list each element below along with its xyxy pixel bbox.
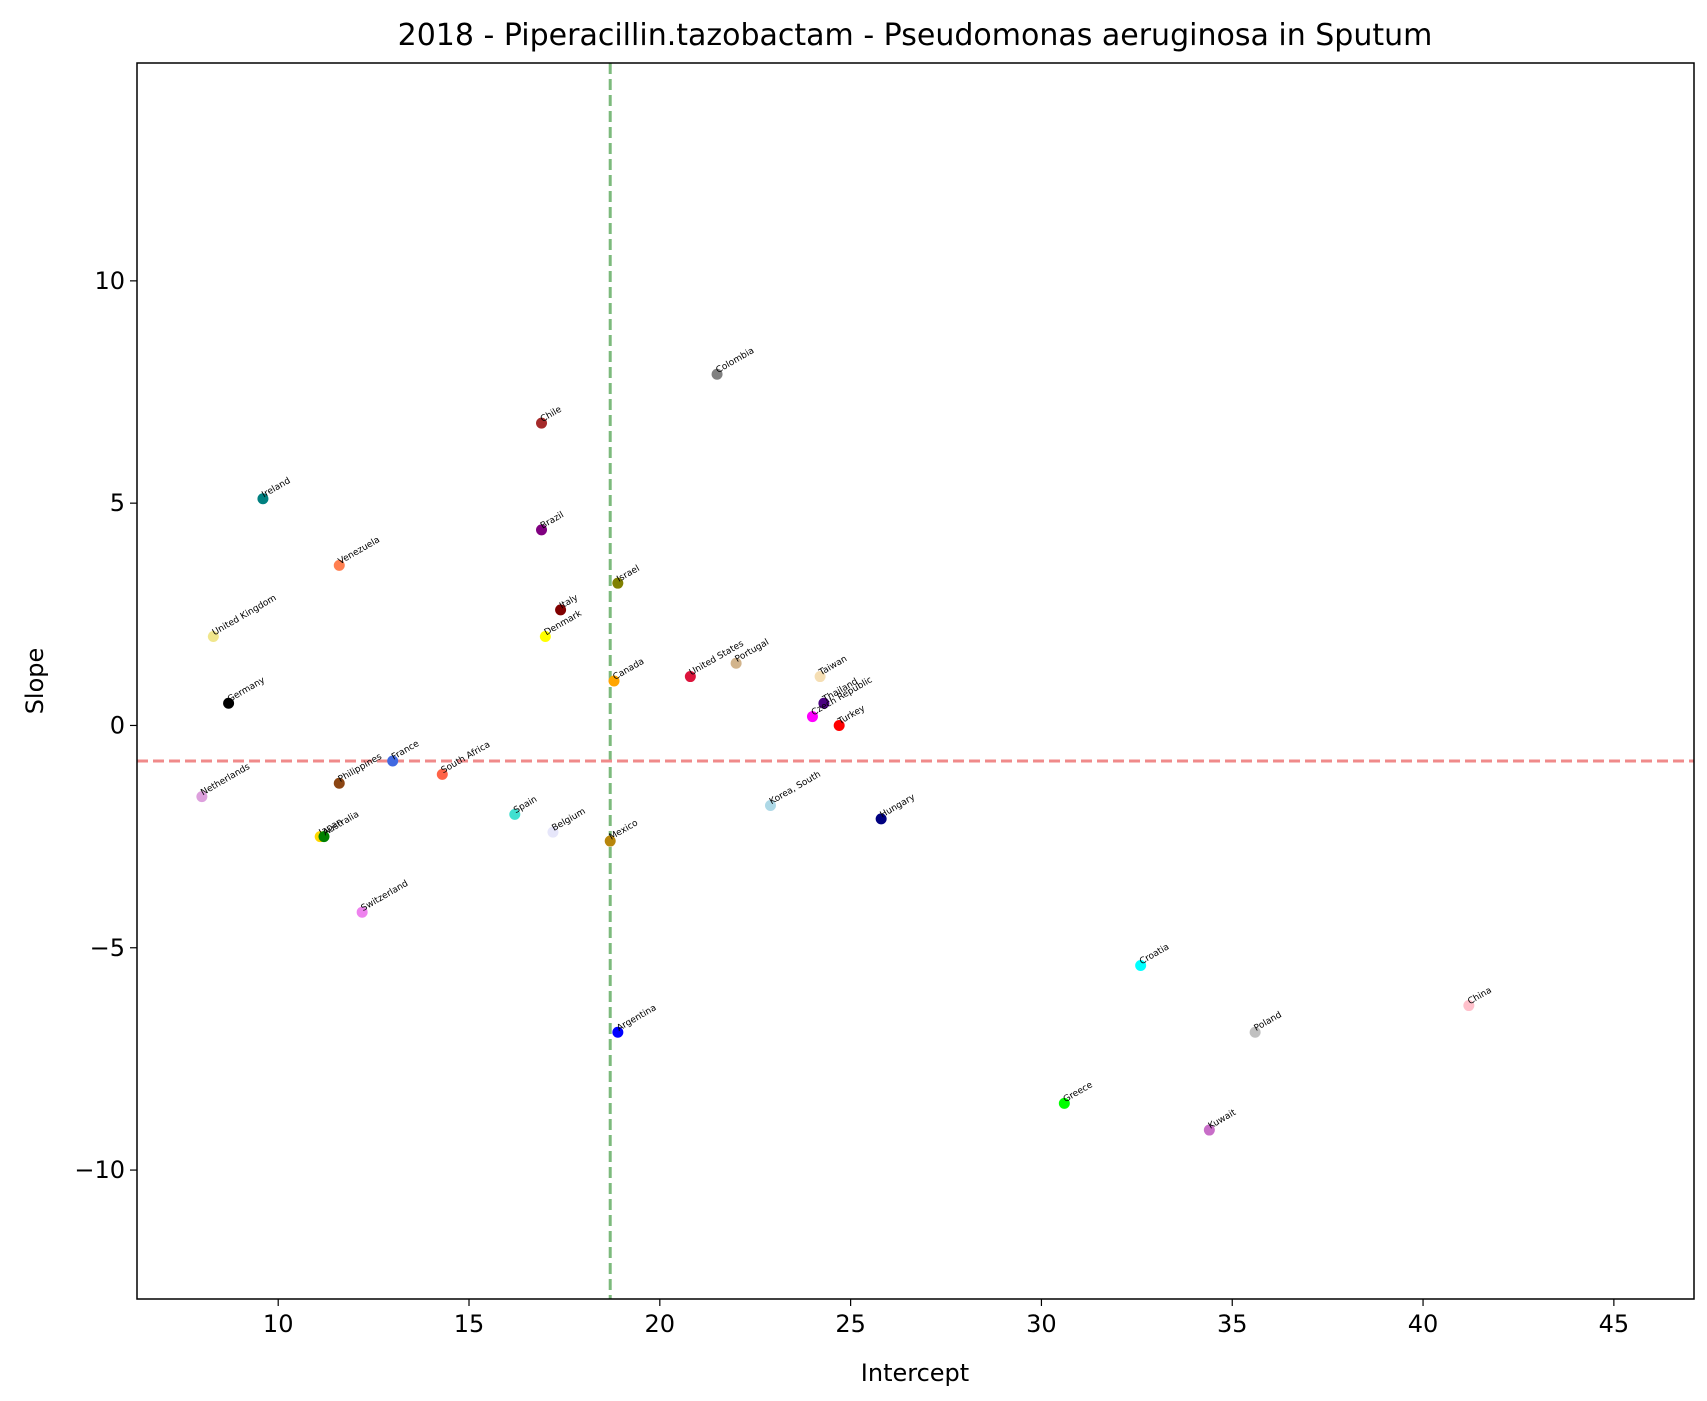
point-label: Brazil — [539, 510, 566, 531]
data-point — [509, 808, 521, 820]
data-point — [806, 711, 818, 723]
data-point — [1463, 1000, 1475, 1012]
y-tick-label: 10 — [94, 267, 125, 295]
point-label: Switzerland — [360, 879, 410, 914]
data-point — [555, 604, 567, 616]
chart-title: 2018 - Piperacillin.tazobactam - Pseudom… — [398, 18, 1433, 53]
x-tick-label: 20 — [645, 1310, 676, 1338]
data-point — [1135, 960, 1147, 972]
x-tick-label: 10 — [263, 1310, 294, 1338]
y-tick-label: 0 — [110, 711, 125, 739]
y-tick-label: 5 — [110, 489, 125, 517]
y-tick-label: −5 — [90, 934, 125, 962]
reference-lines — [137, 63, 1694, 1299]
x-tick-label: 35 — [1217, 1310, 1248, 1338]
point-label: Turkey — [836, 703, 868, 727]
data-point — [387, 755, 399, 767]
data-points: Colombia Chile Ireland Brazil Venezuela Israe… — [196, 346, 1494, 1136]
axis-ticks: 10 15 20 25 30 35 40 45 10 5 0 −5 −10 — [74, 267, 1629, 1338]
point-label: Chile — [539, 405, 564, 425]
data-point — [223, 697, 235, 709]
point-label: Germany — [226, 675, 267, 705]
x-axis-label: Intercept — [861, 1359, 969, 1387]
data-point — [539, 631, 551, 643]
data-point — [318, 831, 330, 843]
point-label: Hungary — [879, 792, 918, 820]
data-point — [1203, 1124, 1215, 1136]
point-label: Greece — [1062, 1080, 1095, 1105]
point-label: Netherlands — [199, 762, 252, 798]
data-point — [333, 777, 345, 789]
point-label: Colombia — [715, 346, 757, 376]
point-label: Taiwan — [817, 654, 849, 678]
point-label: Mexico — [608, 818, 641, 843]
data-point — [818, 697, 830, 709]
data-point — [536, 524, 548, 536]
data-point — [608, 675, 620, 687]
point-label: Venezuela — [337, 535, 382, 567]
data-point — [196, 791, 208, 803]
point-label: United Kingdom — [211, 593, 279, 638]
data-point — [356, 906, 368, 918]
data-point — [711, 368, 723, 380]
data-point — [764, 799, 776, 811]
x-tick-label: 25 — [835, 1310, 866, 1338]
point-label: China — [1466, 986, 1493, 1008]
point-label: Canada — [612, 657, 647, 683]
data-point — [612, 1026, 624, 1038]
x-tick-label: 45 — [1599, 1310, 1630, 1338]
point-label: South Africa — [440, 740, 492, 776]
point-label: Spain — [512, 795, 539, 816]
data-point — [1249, 1026, 1261, 1038]
data-point — [1058, 1097, 1070, 1109]
point-label: France — [390, 739, 421, 763]
point-label: Israel — [615, 564, 641, 585]
plot-area-frame — [136, 62, 1695, 1300]
point-label: Belgium — [550, 807, 587, 834]
data-point — [536, 417, 548, 429]
point-label: Argentina — [615, 1003, 658, 1034]
data-point — [612, 577, 624, 589]
point-label: Philippines — [337, 752, 384, 785]
data-point — [814, 671, 826, 683]
point-label: Korea, South — [768, 770, 823, 807]
x-tick-label: 40 — [1408, 1310, 1439, 1338]
x-tick-label: 30 — [1026, 1310, 1057, 1338]
data-point — [207, 631, 219, 643]
data-point — [730, 657, 742, 669]
data-point — [604, 835, 616, 847]
data-point — [333, 559, 345, 571]
data-point — [547, 826, 559, 838]
data-point — [684, 671, 696, 683]
point-label: Poland — [1253, 1010, 1284, 1034]
data-point — [257, 493, 269, 505]
x-tick-label: 15 — [454, 1310, 485, 1338]
data-point — [436, 768, 448, 780]
data-point — [833, 719, 845, 731]
point-label: Ireland — [260, 476, 292, 500]
point-label: Kuwait — [1207, 1108, 1238, 1132]
y-axis-label: Slope — [21, 648, 49, 715]
y-tick-label: −10 — [74, 1156, 125, 1184]
point-label: Croatia — [1138, 942, 1171, 967]
data-point — [875, 813, 887, 825]
